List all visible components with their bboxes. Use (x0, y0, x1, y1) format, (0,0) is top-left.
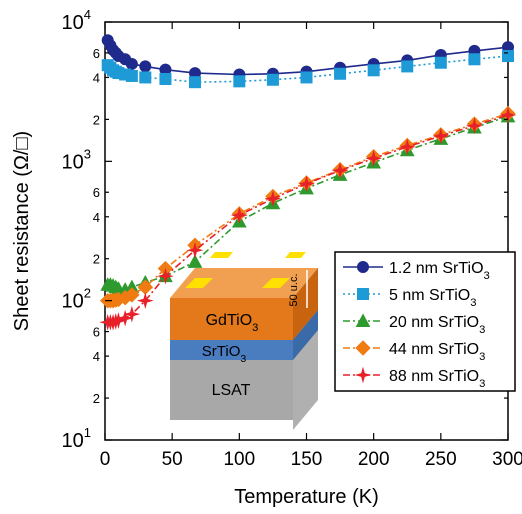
legend-marker (357, 261, 369, 273)
data-point (123, 305, 141, 323)
data-point (230, 206, 248, 224)
data-point (466, 117, 483, 135)
y-tick-label: 2 (93, 391, 100, 406)
legend-marker (354, 366, 372, 384)
legend-marker (355, 340, 371, 356)
legend-label: 20 nm SrTiO3 (389, 314, 485, 336)
x-tick-label: 0 (100, 449, 111, 470)
data-point (401, 60, 414, 73)
tick-base: 10 (62, 430, 84, 452)
legend-label: 1.2 nm SrTiO3 (389, 260, 490, 282)
legend-label: 44 nm SrTiO3 (389, 341, 485, 363)
legend-label: 88 nm SrTiO3 (389, 368, 485, 390)
data-point (157, 267, 174, 285)
layer-gdtio3 (170, 298, 293, 340)
tick-base: 10 (62, 291, 84, 313)
data-point (266, 73, 279, 86)
data-point (331, 162, 349, 179)
y-tick-label: 102 (62, 286, 91, 313)
data-point (432, 127, 450, 145)
layer-label: GdTiO3 (206, 312, 259, 334)
tick-exp: 3 (84, 146, 91, 161)
layer-label: SrTiO3 (202, 343, 247, 365)
data-point (136, 292, 154, 310)
y-tick-label: 4 (93, 349, 100, 364)
layer-top (170, 268, 318, 298)
x-tick-label: 250 (425, 449, 457, 470)
y-tick-label: 6 (93, 185, 100, 200)
data-point (125, 57, 138, 70)
layer-label: LSAT (212, 382, 251, 399)
y-tick-label: 6 (93, 46, 100, 61)
data-point (298, 175, 315, 193)
data-point (159, 72, 172, 85)
tick-exp: 1 (84, 425, 91, 440)
data-point (367, 64, 380, 77)
data-point (434, 56, 447, 69)
tick-exp: 4 (84, 7, 91, 22)
x-tick-label: 50 (162, 449, 183, 470)
x-axis-label: Temperature (K) (234, 486, 379, 508)
data-point (264, 190, 282, 207)
layer-side (293, 268, 318, 340)
data-point (186, 241, 204, 259)
data-point (502, 50, 514, 63)
data-point (334, 67, 347, 80)
tick-exp: 2 (84, 286, 91, 301)
data-point (189, 76, 202, 89)
data-point (110, 312, 127, 329)
data-point (398, 138, 416, 156)
data-point (124, 287, 140, 303)
y-axis-label: Sheet resistance (Ω/□) (11, 131, 33, 331)
layer-lsat (170, 360, 293, 420)
y-tick-label: 2 (93, 112, 100, 127)
data-point (125, 69, 138, 82)
contact (262, 278, 290, 288)
tick-base: 10 (62, 151, 84, 173)
contact (210, 252, 233, 258)
x-tick-label: 100 (223, 449, 255, 470)
legend-marker (357, 288, 369, 300)
y-tick-label: 4 (93, 70, 100, 85)
data-point (139, 71, 152, 84)
y-tick-label: 101 (62, 425, 91, 452)
data-point (116, 309, 134, 327)
y-tick-label: 6 (93, 325, 100, 340)
layer-srtio3 (170, 340, 293, 360)
y-tick-label: 2 (93, 252, 100, 267)
data-point (468, 53, 481, 66)
legend-label: 5 nm SrTiO3 (389, 287, 476, 309)
legend-marker (355, 313, 371, 327)
x-tick-label: 300 (492, 449, 522, 470)
y-tick-label: 4 (93, 210, 100, 225)
data-point (499, 106, 517, 124)
data-point (233, 75, 246, 88)
contact (285, 252, 306, 258)
inset-diagram: GdTiO3 SrTiO3 LSAT 50 u.c. (170, 252, 318, 430)
y-tick-label: 104 (62, 7, 91, 34)
thickness-label: 50 u.c. (288, 273, 300, 306)
contact (185, 278, 213, 288)
x-tick-label: 150 (291, 449, 323, 470)
data-point (300, 71, 313, 84)
data-point (139, 60, 152, 73)
layer-side (293, 310, 318, 360)
tick-base: 10 (62, 12, 84, 34)
data-point (187, 254, 203, 268)
data-point (365, 150, 383, 167)
y-tick-label: 103 (62, 146, 91, 173)
x-tick-label: 200 (358, 449, 390, 470)
